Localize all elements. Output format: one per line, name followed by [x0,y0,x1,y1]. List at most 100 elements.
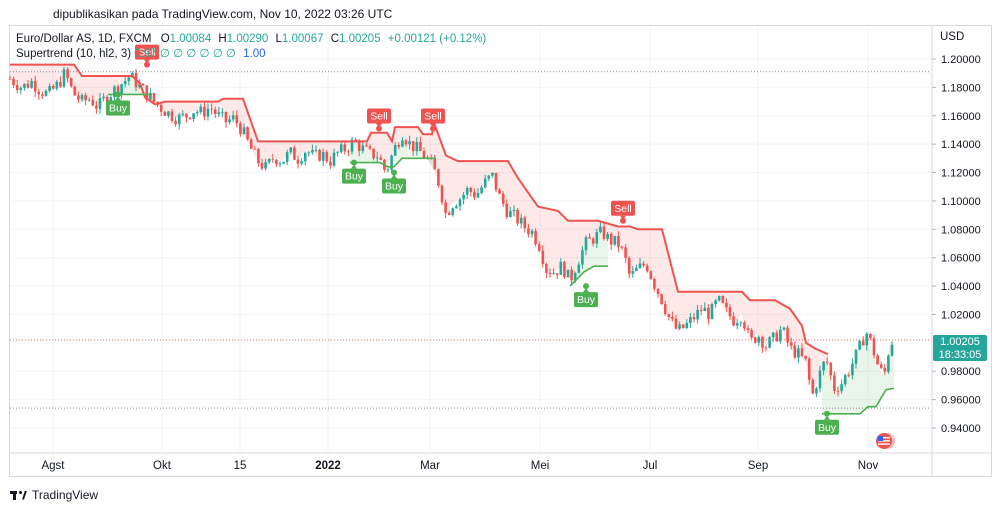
signal-label: Sell [614,203,632,215]
candle-body [404,140,408,145]
candle-body [710,304,714,320]
candle-body [494,172,498,190]
buy-signal[interactable]: Buy [815,410,839,435]
candle-body [566,269,570,278]
candle-body [548,272,552,275]
candle-body [149,93,152,100]
candle-body [188,117,192,119]
candle-body [163,111,167,116]
y-tick-label: 1.16000 [941,111,981,123]
indicator-last-value: 1.00 [243,48,266,60]
candle-body [624,247,627,259]
buy-signal[interactable]: Buy [342,159,366,184]
candle-body [336,151,339,153]
candle-body [534,230,537,245]
candle-body [264,162,267,169]
signal-label: Buy [818,422,837,434]
candle-body [102,96,105,99]
candle-body [559,261,563,275]
price-axis[interactable]: 1.20000 1.18000 1.16000 1.14000 1.12000 1.100… [932,54,981,435]
candle-body [339,144,343,152]
candle-body [865,333,869,346]
signal-label: Buy [385,181,404,193]
candle-body [516,209,519,224]
candle-body [213,109,217,114]
sell-signal[interactable]: Sell [611,200,635,224]
candle-body [440,185,444,203]
footer-brand[interactable]: TradingView [10,488,98,502]
symbol-label[interactable]: Euro/Dollar AS, 1D, FXCM [16,33,152,45]
signal-pointer [430,123,436,128]
buy-signal[interactable]: Buy [382,169,406,194]
candle-body [789,342,793,346]
candle-body [307,152,311,154]
buy-signal[interactable]: Buy [106,91,130,116]
buy-signal[interactable]: Buy [574,283,598,308]
sell-signal[interactable]: Sell [135,44,159,68]
grid [10,26,991,476]
candle-body [692,317,696,320]
candle-body [818,370,822,389]
support-fill [822,331,894,414]
signal-label: Buy [345,171,364,183]
economic-events-flag-icon[interactable] [875,432,895,450]
candle-body [462,194,465,200]
indicator-name[interactable]: Supertrend (10, hl2, 3) [16,48,132,60]
candle-body [246,127,249,140]
candle-body [347,151,350,153]
candle-body [357,141,361,152]
candle-body [591,238,595,244]
resistance-fill [10,64,828,397]
candle-body [192,113,195,119]
candle-body [350,139,354,152]
candle-body [537,244,541,251]
candle-body [480,187,483,193]
candle-body [750,330,753,338]
supertrend-resistance-line [10,63,829,356]
candle-body [545,263,548,273]
candle-body [170,111,174,121]
sell-signal[interactable]: Sell [367,108,391,132]
candle-body [527,228,530,235]
open-value: 1.00084 [169,33,212,45]
candle-body [44,90,48,96]
signal-dot [620,217,626,224]
candle-body [15,85,19,90]
candle-body [771,332,775,338]
candle-body [30,81,33,88]
sell-signal[interactable]: Sell [421,108,445,132]
candle-body [851,363,854,376]
signal-pointer [620,215,626,220]
candle-body [329,161,332,166]
candle-body [91,99,95,106]
candle-body [699,309,703,312]
candle-body [696,309,699,320]
close-value: 1.00205 [339,33,381,45]
x-tick-label: Nov [858,460,879,472]
candle-body [408,141,411,145]
candle-body [375,157,379,159]
candle-body [887,355,890,372]
signal-badge [611,200,635,216]
y-tick-label: 1.12000 [941,168,981,180]
signal-label: Sell [424,111,442,123]
candle-body [581,250,584,265]
candle-body [120,84,123,94]
candle-body [113,86,116,98]
candle-body [181,113,185,115]
candle-body [325,151,329,162]
candle-body [725,302,728,308]
signal-dot [430,125,436,132]
signal-dot [115,91,121,98]
candle-body [761,336,764,348]
candle-body [649,271,653,279]
candle-body [437,169,440,186]
candle-body [613,235,617,245]
candle-body [638,263,642,269]
time-axis[interactable]: Agst Okt 15 2022 Mar Mei Jul Sep Nov [41,460,878,472]
y-tick-label: 1.02000 [941,309,981,321]
candle-body [746,328,750,331]
candle-body [314,149,318,151]
candle-body [343,144,347,152]
